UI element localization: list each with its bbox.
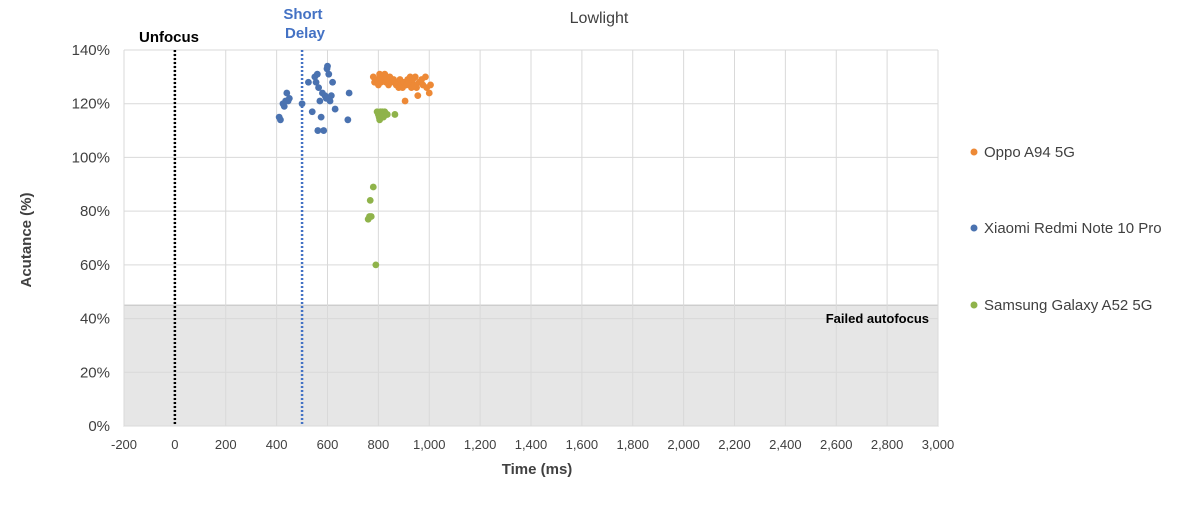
x-tick-label: 600 <box>317 437 339 452</box>
data-point-series-0 <box>381 70 389 78</box>
x-tick-label: 2,000 <box>667 437 700 452</box>
data-point-series-1 <box>315 84 322 91</box>
y-tick-label: 80% <box>80 203 110 220</box>
x-tick-label: 2,800 <box>871 437 904 452</box>
data-point-series-1 <box>325 70 333 78</box>
x-tick-label: 3,000 <box>922 437 955 452</box>
short-delay-label: Short Delay <box>283 6 326 42</box>
y-tick-label: 140% <box>72 42 110 59</box>
data-point-series-0 <box>414 92 422 100</box>
data-point-series-1 <box>345 89 353 97</box>
legend-marker-oppo <box>970 148 978 156</box>
data-point-series-1 <box>312 78 320 86</box>
data-point-series-1 <box>329 78 336 86</box>
x-tick-label: 1,000 <box>413 437 446 452</box>
x-tick-label: 1,600 <box>566 437 599 452</box>
data-point-series-0 <box>422 73 429 81</box>
data-point-series-1 <box>326 97 334 105</box>
x-tick-label: 2,600 <box>820 437 853 452</box>
x-tick-label: 2,400 <box>769 437 802 452</box>
data-point-series-0 <box>427 81 434 89</box>
legend-item-xiaomi[interactable]: Xiaomi Redmi Note 10 Pro <box>970 220 1162 237</box>
chart-title: Lowlight <box>570 10 629 27</box>
x-tick-label: 2,200 <box>718 437 751 452</box>
x-tick-label: 0 <box>171 437 178 452</box>
x-tick-label: 400 <box>266 437 288 452</box>
y-tick-label: 40% <box>80 311 110 328</box>
legend-label-samsung: Samsung Galaxy A52 5G <box>984 297 1152 314</box>
data-point-series-1 <box>283 89 291 97</box>
x-tick-label: -200 <box>111 437 137 452</box>
legend-item-samsung[interactable]: Samsung Galaxy A52 5G <box>970 297 1153 314</box>
data-point-series-1 <box>308 108 316 116</box>
data-point-series-2 <box>372 261 380 269</box>
data-point-series-2 <box>391 111 399 118</box>
data-point-series-0 <box>401 97 409 105</box>
legend-label-oppo: Oppo A94 5G <box>984 144 1075 161</box>
legend-marker-samsung <box>970 301 978 309</box>
x-tick-label: 800 <box>368 437 390 452</box>
x-tick-label: 1,400 <box>515 437 548 452</box>
data-point-series-1 <box>324 62 331 70</box>
x-tick-label: 1,200 <box>464 437 497 452</box>
x-tick-label: 200 <box>215 437 237 452</box>
y-tick-label: 0% <box>88 418 110 435</box>
data-point-series-1 <box>305 78 312 86</box>
data-point-series-2 <box>366 197 374 204</box>
data-point-series-2 <box>369 183 377 191</box>
y-tick-label: 120% <box>72 96 110 113</box>
legend: Oppo A94 5G Xiaomi Redmi Note 10 Pro Sam… <box>970 144 1162 314</box>
x-tick-label: 1,800 <box>616 437 649 452</box>
y-tick-label: 100% <box>72 149 110 166</box>
x-axis-title: Time (ms) <box>502 461 573 478</box>
data-point-series-1 <box>313 70 321 78</box>
data-point-series-1 <box>320 127 328 134</box>
legend-label-xiaomi: Xiaomi Redmi Note 10 Pro <box>984 220 1162 237</box>
y-tick-label: 20% <box>80 364 110 381</box>
data-point-series-1 <box>280 103 288 110</box>
data-point-series-1 <box>277 116 284 124</box>
failed-autofocus-label: Failed autofocus <box>826 311 929 326</box>
data-point-series-1 <box>344 116 352 124</box>
short-delay-label-line-1: Short <box>283 6 322 23</box>
data-point-series-1 <box>327 92 335 100</box>
legend-marker-xiaomi <box>970 224 978 232</box>
short-delay-label-line-2: Delay <box>285 25 326 42</box>
data-point-series-1 <box>314 127 322 134</box>
data-point-series-1 <box>331 105 339 113</box>
data-point-series-1 <box>285 94 293 102</box>
data-point-series-0 <box>413 84 420 91</box>
data-point-series-0 <box>411 73 419 81</box>
data-point-series-2 <box>367 213 375 220</box>
legend-item-oppo[interactable]: Oppo A94 5G <box>970 144 1075 161</box>
y-tick-label: 60% <box>80 257 110 274</box>
data-point-series-1 <box>317 113 325 121</box>
unfocus-label: Unfocus <box>139 29 199 46</box>
data-point-series-1 <box>316 97 324 105</box>
data-point-series-0 <box>425 89 433 97</box>
y-axis-title: Acutance (%) <box>18 192 35 287</box>
data-point-series-1 <box>298 100 306 108</box>
data-point-series-2 <box>383 111 391 118</box>
